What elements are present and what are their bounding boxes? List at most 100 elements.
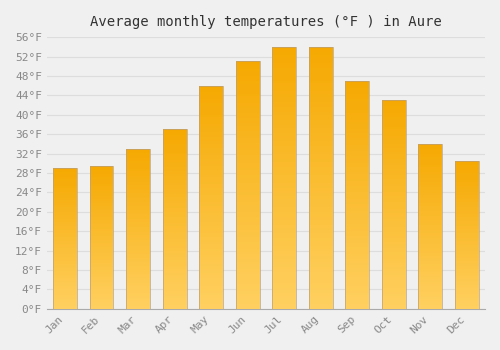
Bar bbox=[236, 101, 260, 103]
Bar bbox=[126, 283, 150, 285]
Bar bbox=[163, 135, 186, 136]
Bar bbox=[163, 287, 186, 289]
Bar bbox=[200, 99, 223, 101]
Bar bbox=[163, 248, 186, 250]
Bar bbox=[346, 179, 369, 181]
Bar bbox=[236, 111, 260, 113]
Bar bbox=[236, 237, 260, 239]
Bar bbox=[382, 136, 406, 138]
Bar bbox=[236, 71, 260, 74]
Bar bbox=[309, 186, 332, 188]
Bar bbox=[236, 220, 260, 222]
Bar bbox=[455, 212, 478, 214]
Bar bbox=[455, 236, 478, 238]
Bar bbox=[90, 168, 114, 170]
Bar bbox=[54, 281, 77, 282]
Bar bbox=[382, 294, 406, 296]
Bar bbox=[272, 125, 296, 128]
Bar bbox=[236, 155, 260, 158]
Bar bbox=[309, 298, 332, 301]
Bar bbox=[309, 141, 332, 144]
Bar bbox=[346, 88, 369, 90]
Bar bbox=[272, 149, 296, 152]
Bar bbox=[163, 180, 186, 181]
Bar bbox=[163, 307, 186, 309]
Bar bbox=[455, 178, 478, 180]
Bar bbox=[455, 205, 478, 206]
Bar bbox=[200, 215, 223, 217]
Bar bbox=[346, 304, 369, 307]
Bar bbox=[126, 194, 150, 195]
Bar bbox=[272, 238, 296, 241]
Bar bbox=[382, 154, 406, 156]
Bar bbox=[455, 188, 478, 189]
Bar bbox=[309, 296, 332, 298]
Bar bbox=[90, 196, 114, 197]
Bar bbox=[382, 180, 406, 182]
Bar bbox=[418, 226, 442, 228]
Bar bbox=[236, 252, 260, 254]
Bar bbox=[126, 203, 150, 205]
Bar bbox=[309, 238, 332, 241]
Bar bbox=[90, 220, 114, 222]
Bar bbox=[90, 277, 114, 279]
Bar bbox=[236, 306, 260, 309]
Bar bbox=[126, 291, 150, 293]
Bar bbox=[418, 178, 442, 180]
Bar bbox=[163, 300, 186, 302]
Bar bbox=[382, 196, 406, 198]
Bar bbox=[163, 189, 186, 190]
Bar bbox=[346, 140, 369, 142]
Bar bbox=[309, 49, 332, 52]
Bar bbox=[455, 247, 478, 248]
Bar bbox=[236, 91, 260, 93]
Bar bbox=[309, 277, 332, 280]
Bar bbox=[272, 228, 296, 230]
Bar bbox=[309, 120, 332, 123]
Bar bbox=[236, 143, 260, 146]
Bar bbox=[382, 250, 406, 252]
Bar bbox=[163, 251, 186, 253]
Bar bbox=[200, 266, 223, 268]
Bar bbox=[455, 275, 478, 276]
Bar bbox=[54, 298, 77, 299]
Bar bbox=[382, 298, 406, 300]
Bar bbox=[163, 174, 186, 176]
Bar bbox=[236, 121, 260, 123]
Bar bbox=[54, 168, 77, 309]
Bar bbox=[236, 163, 260, 165]
Bar bbox=[418, 278, 442, 279]
Bar bbox=[455, 276, 478, 278]
Bar bbox=[163, 167, 186, 169]
Bar bbox=[90, 223, 114, 224]
Bar bbox=[418, 206, 442, 208]
Bar bbox=[418, 286, 442, 287]
Bar bbox=[236, 116, 260, 118]
Bar bbox=[309, 146, 332, 149]
Bar bbox=[126, 299, 150, 301]
Bar bbox=[126, 278, 150, 280]
Bar bbox=[200, 264, 223, 266]
Bar bbox=[54, 168, 77, 169]
Bar bbox=[455, 228, 478, 229]
Bar bbox=[90, 264, 114, 266]
Bar bbox=[54, 300, 77, 302]
Bar bbox=[200, 184, 223, 186]
Bar bbox=[54, 220, 77, 222]
Bar bbox=[200, 153, 223, 155]
Bar bbox=[54, 215, 77, 216]
Bar bbox=[418, 193, 442, 195]
Bar bbox=[272, 233, 296, 236]
Bar bbox=[418, 302, 442, 304]
Bar bbox=[163, 298, 186, 300]
Bar bbox=[163, 192, 186, 194]
Bar bbox=[90, 194, 114, 196]
Bar bbox=[272, 215, 296, 217]
Bar bbox=[126, 288, 150, 289]
Bar bbox=[309, 170, 332, 173]
Bar bbox=[455, 285, 478, 287]
Bar bbox=[346, 229, 369, 231]
Bar bbox=[418, 264, 442, 266]
Bar bbox=[272, 220, 296, 222]
Bar bbox=[200, 173, 223, 175]
